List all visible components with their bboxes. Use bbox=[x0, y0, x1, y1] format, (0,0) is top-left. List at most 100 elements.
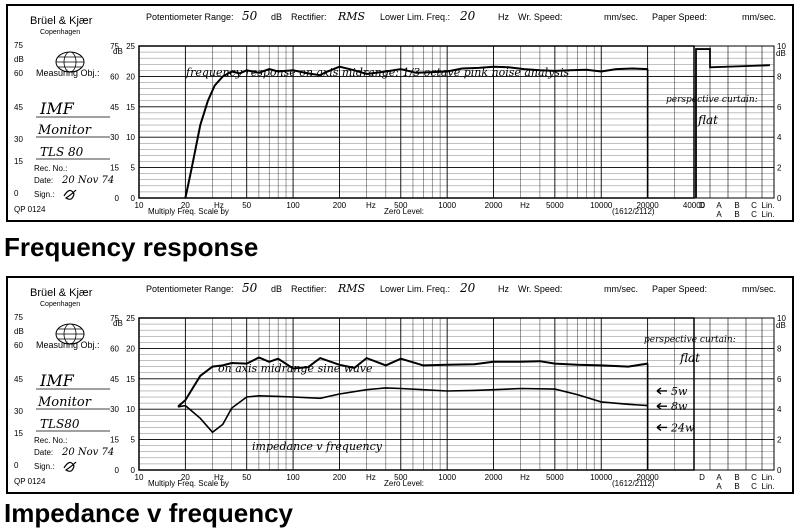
y-unit-left: dB bbox=[113, 319, 123, 328]
x-tick-label: 50 bbox=[242, 201, 251, 210]
svg-text:30: 30 bbox=[14, 407, 23, 416]
speed-unit: mm/sec. bbox=[604, 12, 638, 22]
x-tick-label: 1000 bbox=[438, 473, 456, 482]
series-point bbox=[627, 403, 629, 405]
code-label: (1612/2112) bbox=[612, 207, 655, 216]
x-tick-label: 20000 bbox=[636, 201, 659, 210]
lower-lim-label: Lower Lim. Freq.: bbox=[380, 12, 450, 22]
obj-line-1: IMF bbox=[39, 371, 75, 390]
hz-unit: Hz bbox=[498, 284, 509, 294]
y-tick-label-right: 10 bbox=[777, 42, 786, 51]
chart-paper-2: Brüel & Kjær Copenhagen Potentiometer Ra… bbox=[14, 281, 786, 491]
series-point bbox=[576, 364, 578, 366]
series-point bbox=[184, 197, 186, 199]
date-label: Date: bbox=[34, 176, 53, 185]
x-tick-label: 200 bbox=[333, 473, 347, 482]
obj-line-3: TLS 80 bbox=[40, 145, 84, 159]
svg-text:75: 75 bbox=[14, 41, 23, 50]
x-tick-label: 2000 bbox=[485, 473, 503, 482]
weighting-label: B bbox=[734, 482, 739, 491]
series-point bbox=[431, 71, 433, 73]
series-point bbox=[478, 67, 480, 69]
y-tick-label-right: 10 bbox=[777, 314, 786, 323]
series-point bbox=[307, 72, 309, 74]
x-tick-label: 5000 bbox=[546, 201, 564, 210]
x-tick-label: 20000 bbox=[636, 473, 659, 482]
y-tick-label-right: 4 bbox=[777, 405, 782, 414]
y-tick-label-outer: 0 bbox=[115, 194, 120, 203]
series-point bbox=[520, 387, 522, 390]
hz-unit: Hz bbox=[498, 12, 509, 22]
frequency-response-chart: Brüel & Kjær Copenhagen Potentiometer Ra… bbox=[6, 4, 794, 222]
chart-grid bbox=[138, 45, 775, 199]
weighting-label: B bbox=[734, 473, 739, 482]
weighting-label: D bbox=[699, 473, 705, 482]
paper-speed-label: Paper Speed: bbox=[652, 12, 707, 22]
y-tick-label: 10 bbox=[126, 405, 135, 414]
series-point bbox=[184, 404, 186, 407]
series-point bbox=[554, 70, 556, 72]
series-point bbox=[191, 167, 193, 169]
annotation-curve-2: impedance v frequency bbox=[252, 440, 383, 453]
rectifier-label: Rectifier: bbox=[291, 12, 327, 22]
series-point bbox=[473, 363, 475, 365]
series-point bbox=[615, 68, 617, 70]
x-tick-label: 10000 bbox=[590, 201, 613, 210]
series-point bbox=[415, 72, 417, 74]
series-line bbox=[184, 65, 648, 199]
series-point bbox=[422, 364, 424, 367]
series-point bbox=[199, 375, 201, 377]
svg-text:60: 60 bbox=[14, 341, 23, 350]
wr-speed-label: Wr. Speed: bbox=[518, 284, 562, 294]
measuring-obj-label: Measuring Obj.: bbox=[36, 340, 100, 350]
annotation-side-2: flat bbox=[697, 113, 718, 127]
series-point bbox=[277, 358, 279, 360]
date-value: 20 Nov 74 bbox=[61, 447, 114, 458]
form-code: QP 0124 bbox=[14, 205, 46, 214]
weighting-label: A bbox=[716, 210, 722, 219]
annotation-side-2: flat bbox=[679, 351, 700, 365]
lower-lim-label: Lower Lim. Freq.: bbox=[380, 284, 450, 294]
y-tick-label-right: 6 bbox=[777, 103, 782, 112]
series-point bbox=[319, 357, 321, 359]
series-point bbox=[492, 361, 495, 363]
y-tick-label-outer: 0 bbox=[115, 466, 120, 475]
series-point bbox=[473, 389, 475, 391]
series-point bbox=[207, 100, 209, 102]
weighting-label: A bbox=[716, 482, 722, 491]
svg-text:0: 0 bbox=[14, 189, 19, 198]
brand-globe-icon bbox=[55, 51, 85, 73]
series-point bbox=[353, 69, 355, 71]
series-point bbox=[211, 366, 214, 368]
y-tick-label-right: 8 bbox=[777, 72, 782, 81]
speed-unit: mm/sec. bbox=[742, 12, 776, 22]
weighting-label: Lin. bbox=[762, 473, 775, 482]
side-annotation-label: 8w bbox=[671, 400, 688, 413]
arrow-icon bbox=[656, 402, 667, 410]
caption-bottom: Impedance v frequency bbox=[4, 498, 293, 528]
y-tick-label-outer: 45 bbox=[110, 103, 119, 112]
series-point bbox=[177, 406, 179, 408]
series-point bbox=[539, 69, 541, 71]
y-unit-right: dB bbox=[776, 49, 786, 58]
y-tick-label-outer: 60 bbox=[110, 344, 119, 353]
series-point bbox=[554, 388, 556, 390]
series-point bbox=[569, 69, 571, 71]
series-point bbox=[446, 70, 448, 73]
zero-level-label: Zero Level: bbox=[384, 479, 424, 488]
y-tick-label: 5 bbox=[131, 436, 136, 445]
y-tick-label-right: 6 bbox=[777, 375, 782, 384]
series-point bbox=[222, 423, 224, 425]
side-annotation-label: 24w bbox=[670, 421, 695, 434]
weighting-label: Lin. bbox=[762, 210, 775, 219]
chart-series bbox=[184, 48, 771, 199]
lower-lim-value: 20 bbox=[459, 281, 476, 295]
x-unit-label: Hz bbox=[520, 473, 530, 482]
series-point bbox=[492, 66, 495, 68]
series-point bbox=[539, 360, 541, 362]
rec-no-label: Rec. No.: bbox=[34, 164, 67, 173]
x-tick-label: 2000 bbox=[485, 201, 503, 210]
obj-line-2: Monitor bbox=[37, 395, 92, 410]
series-point bbox=[353, 367, 355, 369]
